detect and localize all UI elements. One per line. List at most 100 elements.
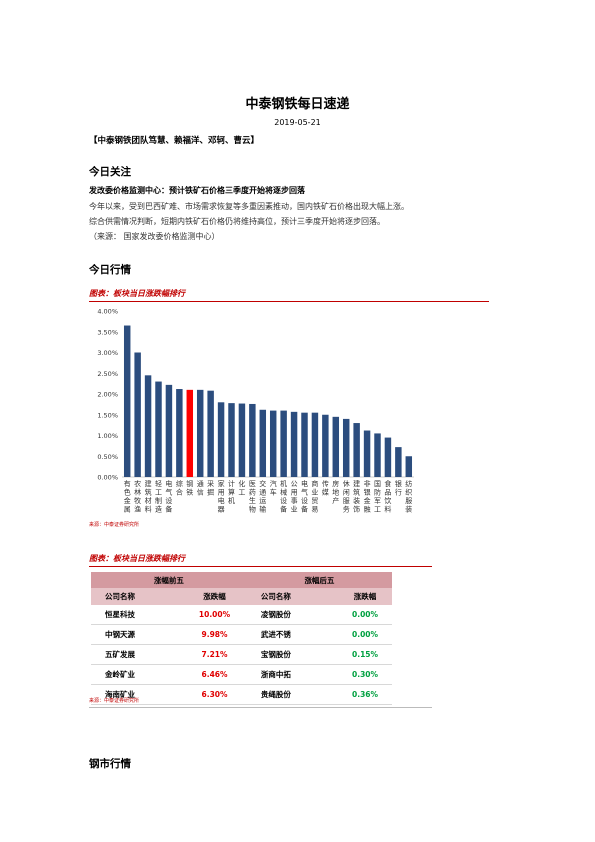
x-tick-label: 属 (124, 506, 131, 514)
x-tick-label: 制 (155, 496, 162, 505)
bar (374, 433, 381, 477)
focus-paragraph-line: 今年以来，受到巴西矿难、市场需求恢复等多重因素推动，国内铁矿石价格出现大幅上涨。 (89, 202, 409, 211)
x-tick-label: 服 (405, 497, 412, 505)
x-tick-label: 易 (311, 506, 318, 514)
bottom-company: 浙商中拓 (246, 664, 339, 685)
focus-headline: 发改委价格监测中心：预计铁矿石价格三季度开始将逐步回落 (89, 186, 305, 195)
bar (249, 403, 256, 477)
x-tick-label: 设 (280, 496, 287, 505)
x-tick-label: 饮 (384, 496, 391, 505)
x-tick-label: 钢 (186, 479, 193, 488)
x-tick-label: 车 (270, 488, 277, 497)
bottom-company: 武进不锈 (246, 624, 339, 645)
bar (228, 403, 235, 477)
x-tick-label: 机 (228, 496, 235, 505)
x-tick-label: 银 (364, 488, 371, 497)
x-tick-label: 织 (405, 488, 412, 497)
x-tick-label: 融 (364, 505, 371, 514)
x-tick-label: 设 (301, 496, 308, 505)
bar (155, 381, 162, 477)
x-tick-label: 贸 (311, 496, 318, 505)
bar (332, 416, 340, 477)
x-tick-label: 医 (249, 480, 256, 488)
x-tick-label: 用 (291, 489, 298, 497)
top-company: 五矿发展 (91, 644, 183, 665)
x-tick-label: 军 (374, 497, 381, 505)
market-heading: 今日行情 (89, 264, 131, 276)
group-header-top: 涨幅前五 (91, 572, 247, 588)
y-tick-label: 0.50% (97, 453, 118, 461)
group-header-bottom: 涨幅后五 (246, 572, 392, 588)
bar (176, 389, 183, 477)
x-tick-label: 业 (291, 505, 298, 514)
y-tick-label: 4.00% (97, 308, 118, 316)
figure2-source: 来源：中泰证券研究所 (89, 698, 140, 704)
bar (196, 389, 204, 477)
x-tick-label: 备 (280, 505, 287, 514)
x-tick-label: 筑 (145, 488, 152, 497)
x-tick-label: 行 (395, 488, 402, 497)
x-tick-label: 工 (238, 489, 245, 497)
top-company: 中钢天源 (91, 624, 183, 645)
figure1-caption: 图表：板块当日涨跌幅排行 (89, 288, 185, 298)
bottom-change: 0.30% (338, 664, 392, 685)
bottom-company: 凌钢股份 (246, 605, 339, 625)
x-tick-label: 电 (301, 479, 308, 488)
x-tick-label: 闲 (343, 488, 350, 497)
bottom-change: 0.36% (338, 684, 392, 705)
x-tick-label: 备 (301, 505, 308, 514)
bar (259, 409, 267, 477)
x-tick-label: 掘 (207, 488, 214, 497)
bar (342, 418, 350, 477)
bar (165, 384, 173, 477)
x-tick-label: 工 (155, 489, 162, 497)
x-tick-label: 产 (332, 496, 339, 505)
x-tick-label: 国 (374, 480, 381, 488)
top-company: 金岭矿业 (91, 664, 183, 685)
steel-market-heading: 钢市行情 (89, 758, 131, 770)
x-tick-label: 事 (291, 496, 298, 505)
x-tick-label: 建 (145, 479, 152, 488)
top-change: 6.30% (182, 684, 247, 705)
x-tick-label: 运 (259, 497, 266, 505)
x-tick-label: 机 (280, 479, 287, 488)
x-tick-label: 电 (165, 479, 172, 488)
x-tick-label: 金 (124, 496, 131, 505)
table-row: 金岭矿业 6.46% 浙商中拓 0.30% (91, 664, 392, 685)
bar (384, 437, 392, 477)
x-tick-label: 防 (374, 488, 381, 497)
x-tick-label: 合 (176, 488, 183, 497)
x-tick-label: 备 (165, 505, 172, 514)
bar (186, 389, 194, 477)
bar (301, 412, 308, 477)
x-tick-label: 采 (207, 479, 214, 488)
y-tick-label: 3.50% (97, 328, 118, 336)
x-tick-label: 用 (218, 489, 225, 497)
x-tick-label: 金 (364, 496, 371, 505)
x-tick-label: 服 (343, 497, 350, 505)
bar (217, 402, 225, 477)
x-tick-label: 交 (259, 479, 266, 488)
figure1-rule (89, 301, 489, 302)
x-tick-label: 装 (405, 505, 412, 514)
col-header-change: 涨跌幅 (338, 588, 392, 605)
x-tick-label: 食 (384, 479, 391, 488)
report-title: 中泰钢铁每日速递 (245, 97, 350, 112)
table-row: 恒星科技 10.00% 凌钢股份 0.00% (91, 605, 392, 625)
figure1-source: 来源：中泰证券研究所 (89, 522, 140, 528)
col-header-company: 公司名称 (246, 588, 339, 605)
bottom-change: 0.00% (338, 605, 392, 625)
figure2-rule (89, 566, 432, 567)
x-tick-label: 地 (332, 488, 339, 497)
bar (238, 403, 246, 477)
focus-heading: 今日关注 (89, 166, 131, 178)
bar (322, 414, 329, 477)
x-tick-label: 品 (384, 489, 391, 497)
x-tick-label: 化 (238, 479, 245, 488)
bar (311, 412, 319, 477)
bar (269, 410, 277, 477)
x-tick-label: 公 (291, 480, 298, 488)
x-tick-label: 生 (249, 496, 256, 505)
col-header-company: 公司名称 (91, 588, 183, 605)
x-tick-label: 电 (218, 496, 225, 505)
